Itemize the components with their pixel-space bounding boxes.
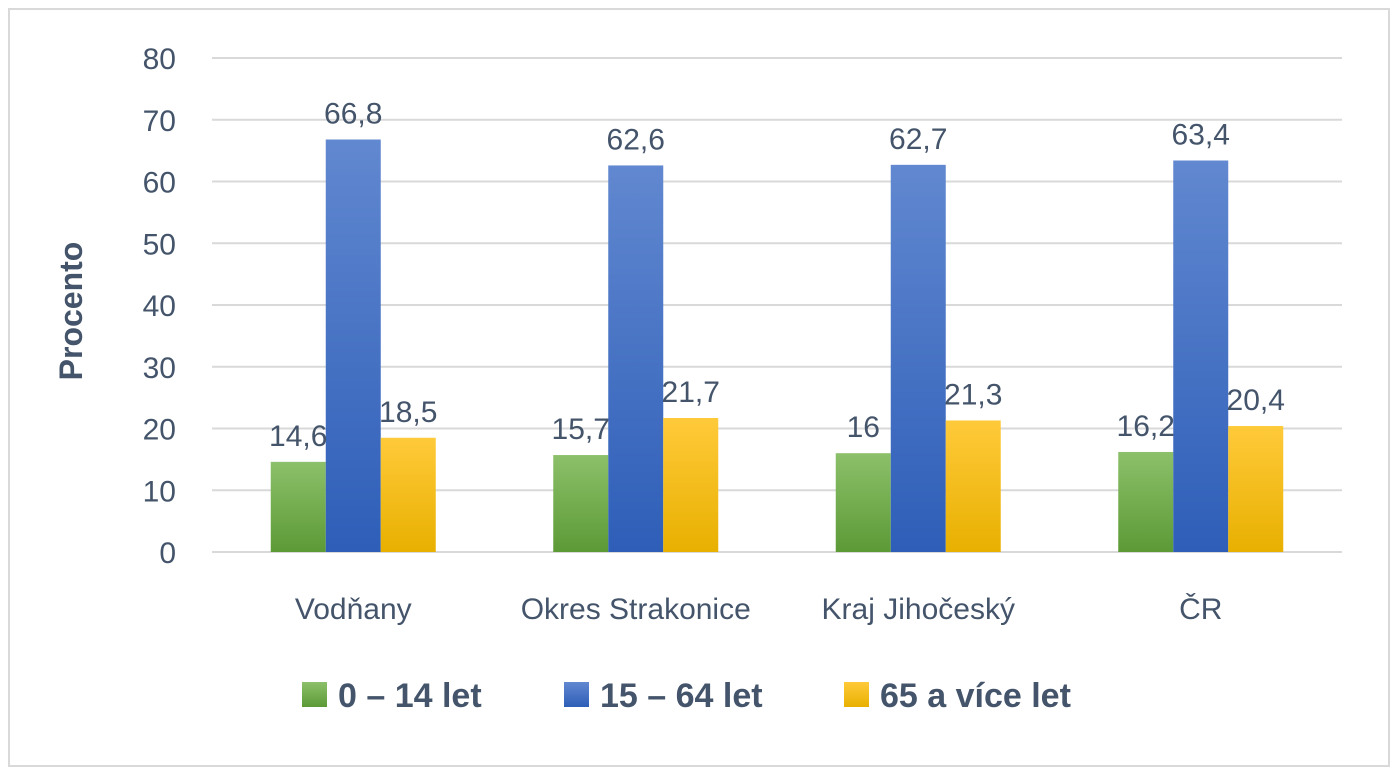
data-label: 63,4 xyxy=(1172,119,1230,152)
category-labels: Vodňany Okres Strakonice Kraj Jihočeský ČR xyxy=(295,592,1223,626)
data-label: 66,8 xyxy=(324,98,382,131)
data-label: 14,6 xyxy=(269,420,327,453)
y-axis-title: Procento xyxy=(53,242,89,381)
y-tick-label: 10 xyxy=(143,475,176,508)
data-label: 18,5 xyxy=(379,396,437,429)
data-label: 16 xyxy=(847,411,880,444)
bar-15-64-3 xyxy=(1173,160,1229,552)
bar-65-plus-3 xyxy=(1228,426,1284,552)
category-label: Vodňany xyxy=(295,593,412,626)
legend-swatch xyxy=(564,682,589,707)
bar-15-64-1 xyxy=(608,165,664,552)
y-tick-label: 50 xyxy=(143,228,176,261)
legend-swatch xyxy=(844,682,869,707)
category-label: Okres Strakonice xyxy=(521,593,751,626)
y-tick-label: 0 xyxy=(159,537,176,570)
bar-0-14-1 xyxy=(553,455,609,552)
y-tick-label: 40 xyxy=(143,290,176,323)
y-tick-label: 60 xyxy=(143,167,176,200)
bar-15-64-2 xyxy=(890,164,946,552)
data-label: 20,4 xyxy=(1227,384,1285,417)
legend-label: 15 – 64 let xyxy=(600,677,763,715)
category-label: Kraj Jihočeský xyxy=(822,593,1015,626)
legend-swatch xyxy=(302,682,327,707)
y-tick-label: 70 xyxy=(143,105,176,138)
legend: 0 – 14 let 15 – 64 let 65 a více let xyxy=(302,677,1071,715)
data-label: 16,2 xyxy=(1117,410,1175,443)
chart-frame xyxy=(8,8,1390,767)
bar-65-plus-2 xyxy=(945,420,1001,552)
bars xyxy=(270,139,1284,552)
bar-65-plus-1 xyxy=(663,418,719,552)
data-label: 21,7 xyxy=(662,376,720,409)
bar-65-plus-0 xyxy=(380,437,436,552)
legend-label: 0 – 14 let xyxy=(338,677,482,715)
data-label: 62,6 xyxy=(607,123,665,156)
bar-0-14-2 xyxy=(835,453,891,552)
data-label: 15,7 xyxy=(552,413,610,446)
data-label: 21,3 xyxy=(944,378,1002,411)
data-labels: 14,6 66,8 18,5 15,7 62,6 21,7 16 62,7 21,3 16,2 63… xyxy=(269,98,1285,453)
y-tick-label: 80 xyxy=(143,43,176,76)
data-label: 62,7 xyxy=(889,123,947,156)
bar-15-64-0 xyxy=(325,139,381,552)
y-tick-label: 20 xyxy=(143,414,176,447)
bar-0-14-0 xyxy=(270,461,326,552)
category-label: ČR xyxy=(1179,592,1222,626)
bar-0-14-3 xyxy=(1118,451,1174,552)
y-tick-label: 30 xyxy=(143,352,176,385)
y-axis-ticks: 0 10 20 30 40 50 60 70 80 xyxy=(143,43,176,570)
legend-label: 65 a více let xyxy=(880,677,1071,715)
